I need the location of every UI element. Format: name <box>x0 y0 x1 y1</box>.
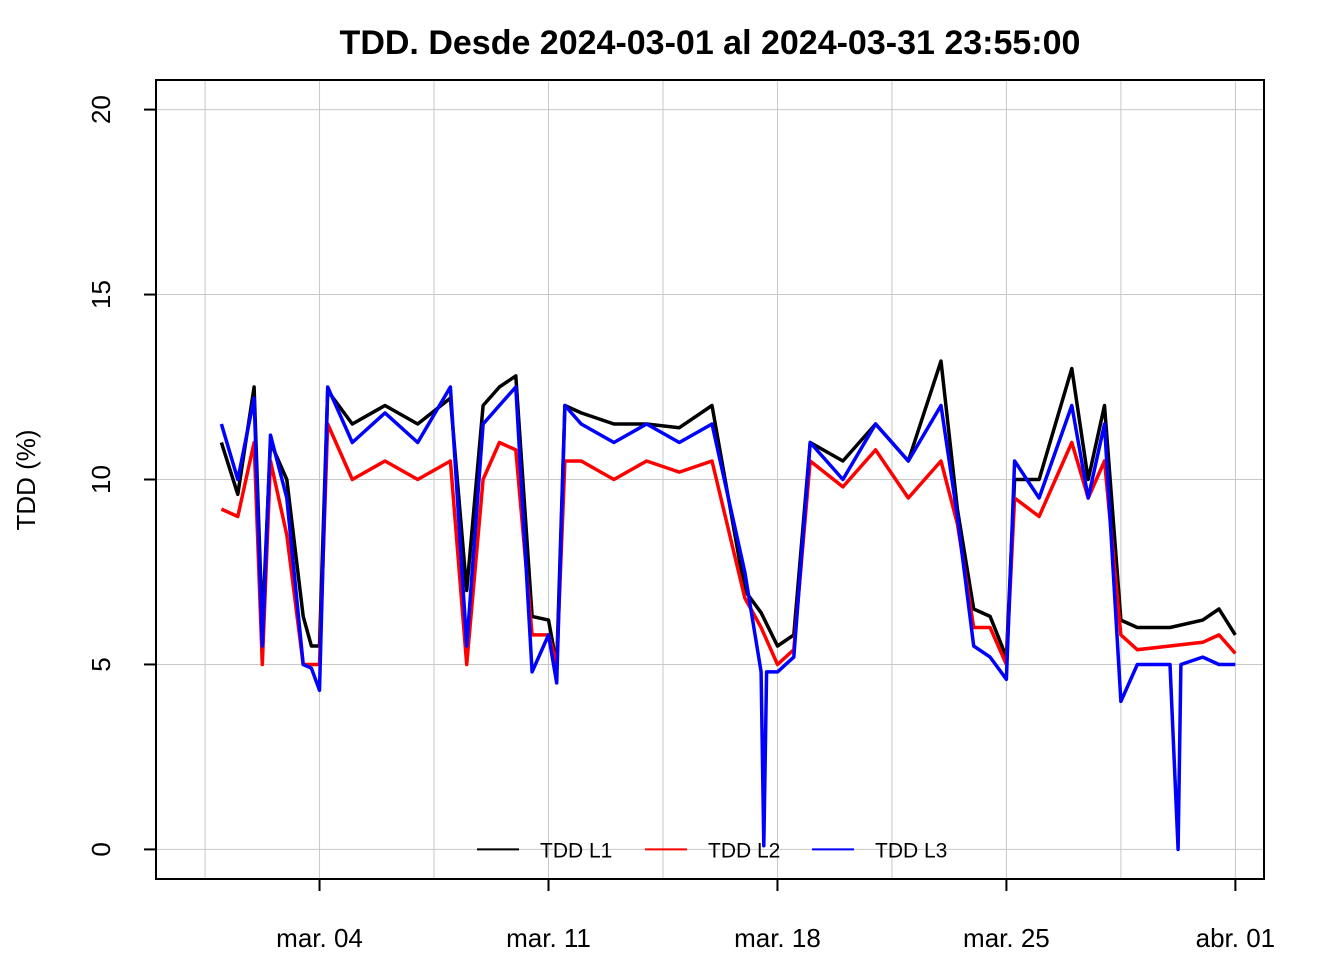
series-line-tdd-l1 <box>219 359 1237 667</box>
series-line-tdd-l3 <box>219 385 1236 852</box>
y-tick-label: 10 <box>86 465 116 494</box>
x-tick-label: mar. 25 <box>963 923 1050 953</box>
x-axis: mar. 04 mar. 11 mar. 18 mar. 25 abr. 01 <box>276 879 1275 953</box>
x-tick-label: mar. 04 <box>276 923 363 953</box>
legend-label: TDD L1 <box>540 839 612 862</box>
series-lines <box>219 359 1237 852</box>
legend-label: TDD L2 <box>708 839 780 862</box>
y-axis: 0 5 10 15 20 <box>86 95 156 857</box>
y-tick-label: 20 <box>86 95 116 124</box>
x-tick-label: abr. 01 <box>1196 923 1276 953</box>
y-tick-label: 0 <box>86 842 116 856</box>
x-tick-label: mar. 18 <box>734 923 821 953</box>
chart-title: TDD. Desde 2024-03-01 al 2024-03-31 23:5… <box>340 24 1081 62</box>
x-tick-label: mar. 11 <box>506 923 591 953</box>
grid <box>156 80 1264 879</box>
y-axis-label: TDD (%) <box>11 429 41 530</box>
legend: TDD L1 TDD L2 TDD L3 <box>477 839 947 862</box>
y-tick-label: 5 <box>86 657 116 671</box>
legend-label: TDD L3 <box>875 839 947 862</box>
y-tick-label: 15 <box>86 280 116 309</box>
